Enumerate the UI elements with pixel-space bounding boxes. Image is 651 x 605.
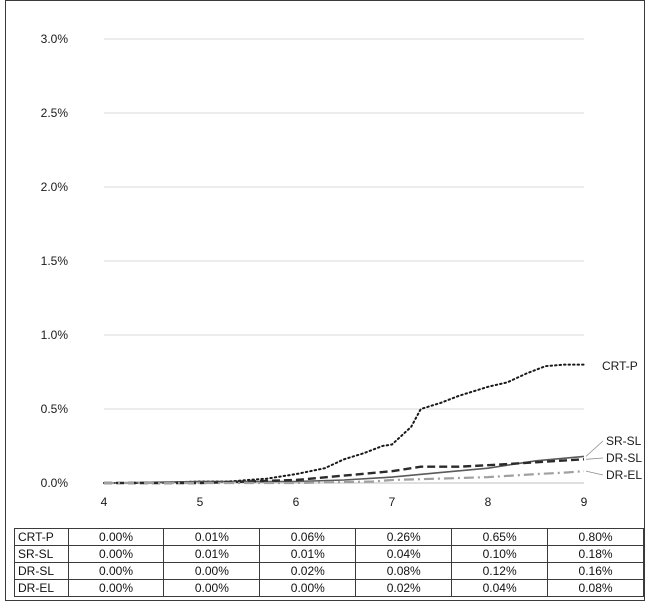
y-tick-label: 0.0%: [41, 476, 69, 490]
y-tick-label: 2.0%: [41, 180, 69, 194]
table-cell: 0.00%: [67, 579, 165, 597]
table-row: SR-SL 0.00% 0.01% 0.01% 0.04% 0.10% 0.18%: [14, 545, 644, 563]
table-cell: 0.08%: [355, 562, 453, 580]
chart-frame: 0.0% 0.5% 1.0% 1.5% 2.0% 2.5% 3.0% 4 5 6 7 8 9 CRT-P S…: [5, 0, 645, 601]
table-row-label: CRT-P: [14, 528, 69, 546]
series-label-crt-p: CRT-P: [602, 359, 638, 373]
label-leader-line: [585, 470, 604, 476]
y-tick-label: 1.0%: [41, 328, 69, 342]
x-tick-label: 6: [293, 495, 300, 509]
data-table: CRT-P 0.00% 0.01% 0.06% 0.26% 0.65% 0.80% SR-SL…: [14, 528, 644, 597]
table-cell: 0.80%: [547, 528, 644, 546]
table-row-label: DR-EL: [14, 579, 69, 597]
table-cell: 0.00%: [67, 562, 165, 580]
table-cell: 0.02%: [259, 562, 357, 580]
table-row-label: DR-SL: [14, 562, 69, 580]
label-leader-line: [585, 440, 604, 457]
table-cell: 0.02%: [355, 579, 453, 597]
x-tick-label: 5: [197, 495, 204, 509]
table-cell: 0.65%: [451, 528, 549, 546]
series-label-dr-el: DR-EL: [606, 468, 642, 482]
table-row: DR-EL 0.00% 0.00% 0.00% 0.02% 0.04% 0.08%: [14, 579, 644, 597]
x-tick-label: 4: [101, 495, 108, 509]
table-cell: 0.00%: [163, 562, 261, 580]
y-tick-label: 0.5%: [41, 402, 69, 416]
y-tick-label: 3.0%: [41, 32, 69, 46]
table-cell: 0.18%: [547, 545, 644, 563]
table-cell: 0.04%: [451, 579, 549, 597]
y-tick-label: 1.5%: [41, 254, 69, 268]
line-chart: 0.0% 0.5% 1.0% 1.5% 2.0% 2.5% 3.0% 4 5 6 7 8 9 CRT-P S…: [41, 32, 643, 509]
table-cell: 0.08%: [547, 579, 644, 597]
table-cell: 0.12%: [451, 562, 549, 580]
series-label-dr-sl: DR-SL: [606, 451, 642, 465]
table-cell: 0.00%: [259, 579, 357, 597]
series-label-sr-sl: SR-SL: [606, 434, 642, 448]
table-row-label: SR-SL: [14, 545, 69, 563]
series-line-sr-sl: [103, 455, 585, 484]
table-cell: 0.06%: [259, 528, 357, 546]
table-cell: 0.01%: [163, 545, 261, 563]
x-tick-label: 8: [485, 495, 492, 509]
table-cell: 0.16%: [547, 562, 644, 580]
label-leader-line: [585, 457, 604, 460]
x-tick-label: 7: [389, 495, 396, 509]
table-cell: 0.26%: [355, 528, 453, 546]
table-cell: 0.01%: [259, 545, 357, 563]
y-tick-label: 2.5%: [41, 106, 69, 120]
table-cell: 0.00%: [67, 528, 165, 546]
table-row: CRT-P 0.00% 0.01% 0.06% 0.26% 0.65% 0.80%: [14, 528, 644, 546]
table-cell: 0.00%: [67, 545, 165, 563]
table-cell: 0.01%: [163, 528, 261, 546]
table-cell: 0.04%: [355, 545, 453, 563]
table-cell: 0.10%: [451, 545, 549, 563]
series-line-crt-p: [103, 363, 585, 484]
x-tick-label: 9: [581, 495, 588, 509]
series-line-dr-sl: [104, 458, 585, 485]
table-cell: 0.00%: [163, 579, 261, 597]
series-line-dr-el: [104, 470, 585, 485]
table-row: DR-SL 0.00% 0.00% 0.02% 0.08% 0.12% 0.16%: [14, 562, 644, 580]
